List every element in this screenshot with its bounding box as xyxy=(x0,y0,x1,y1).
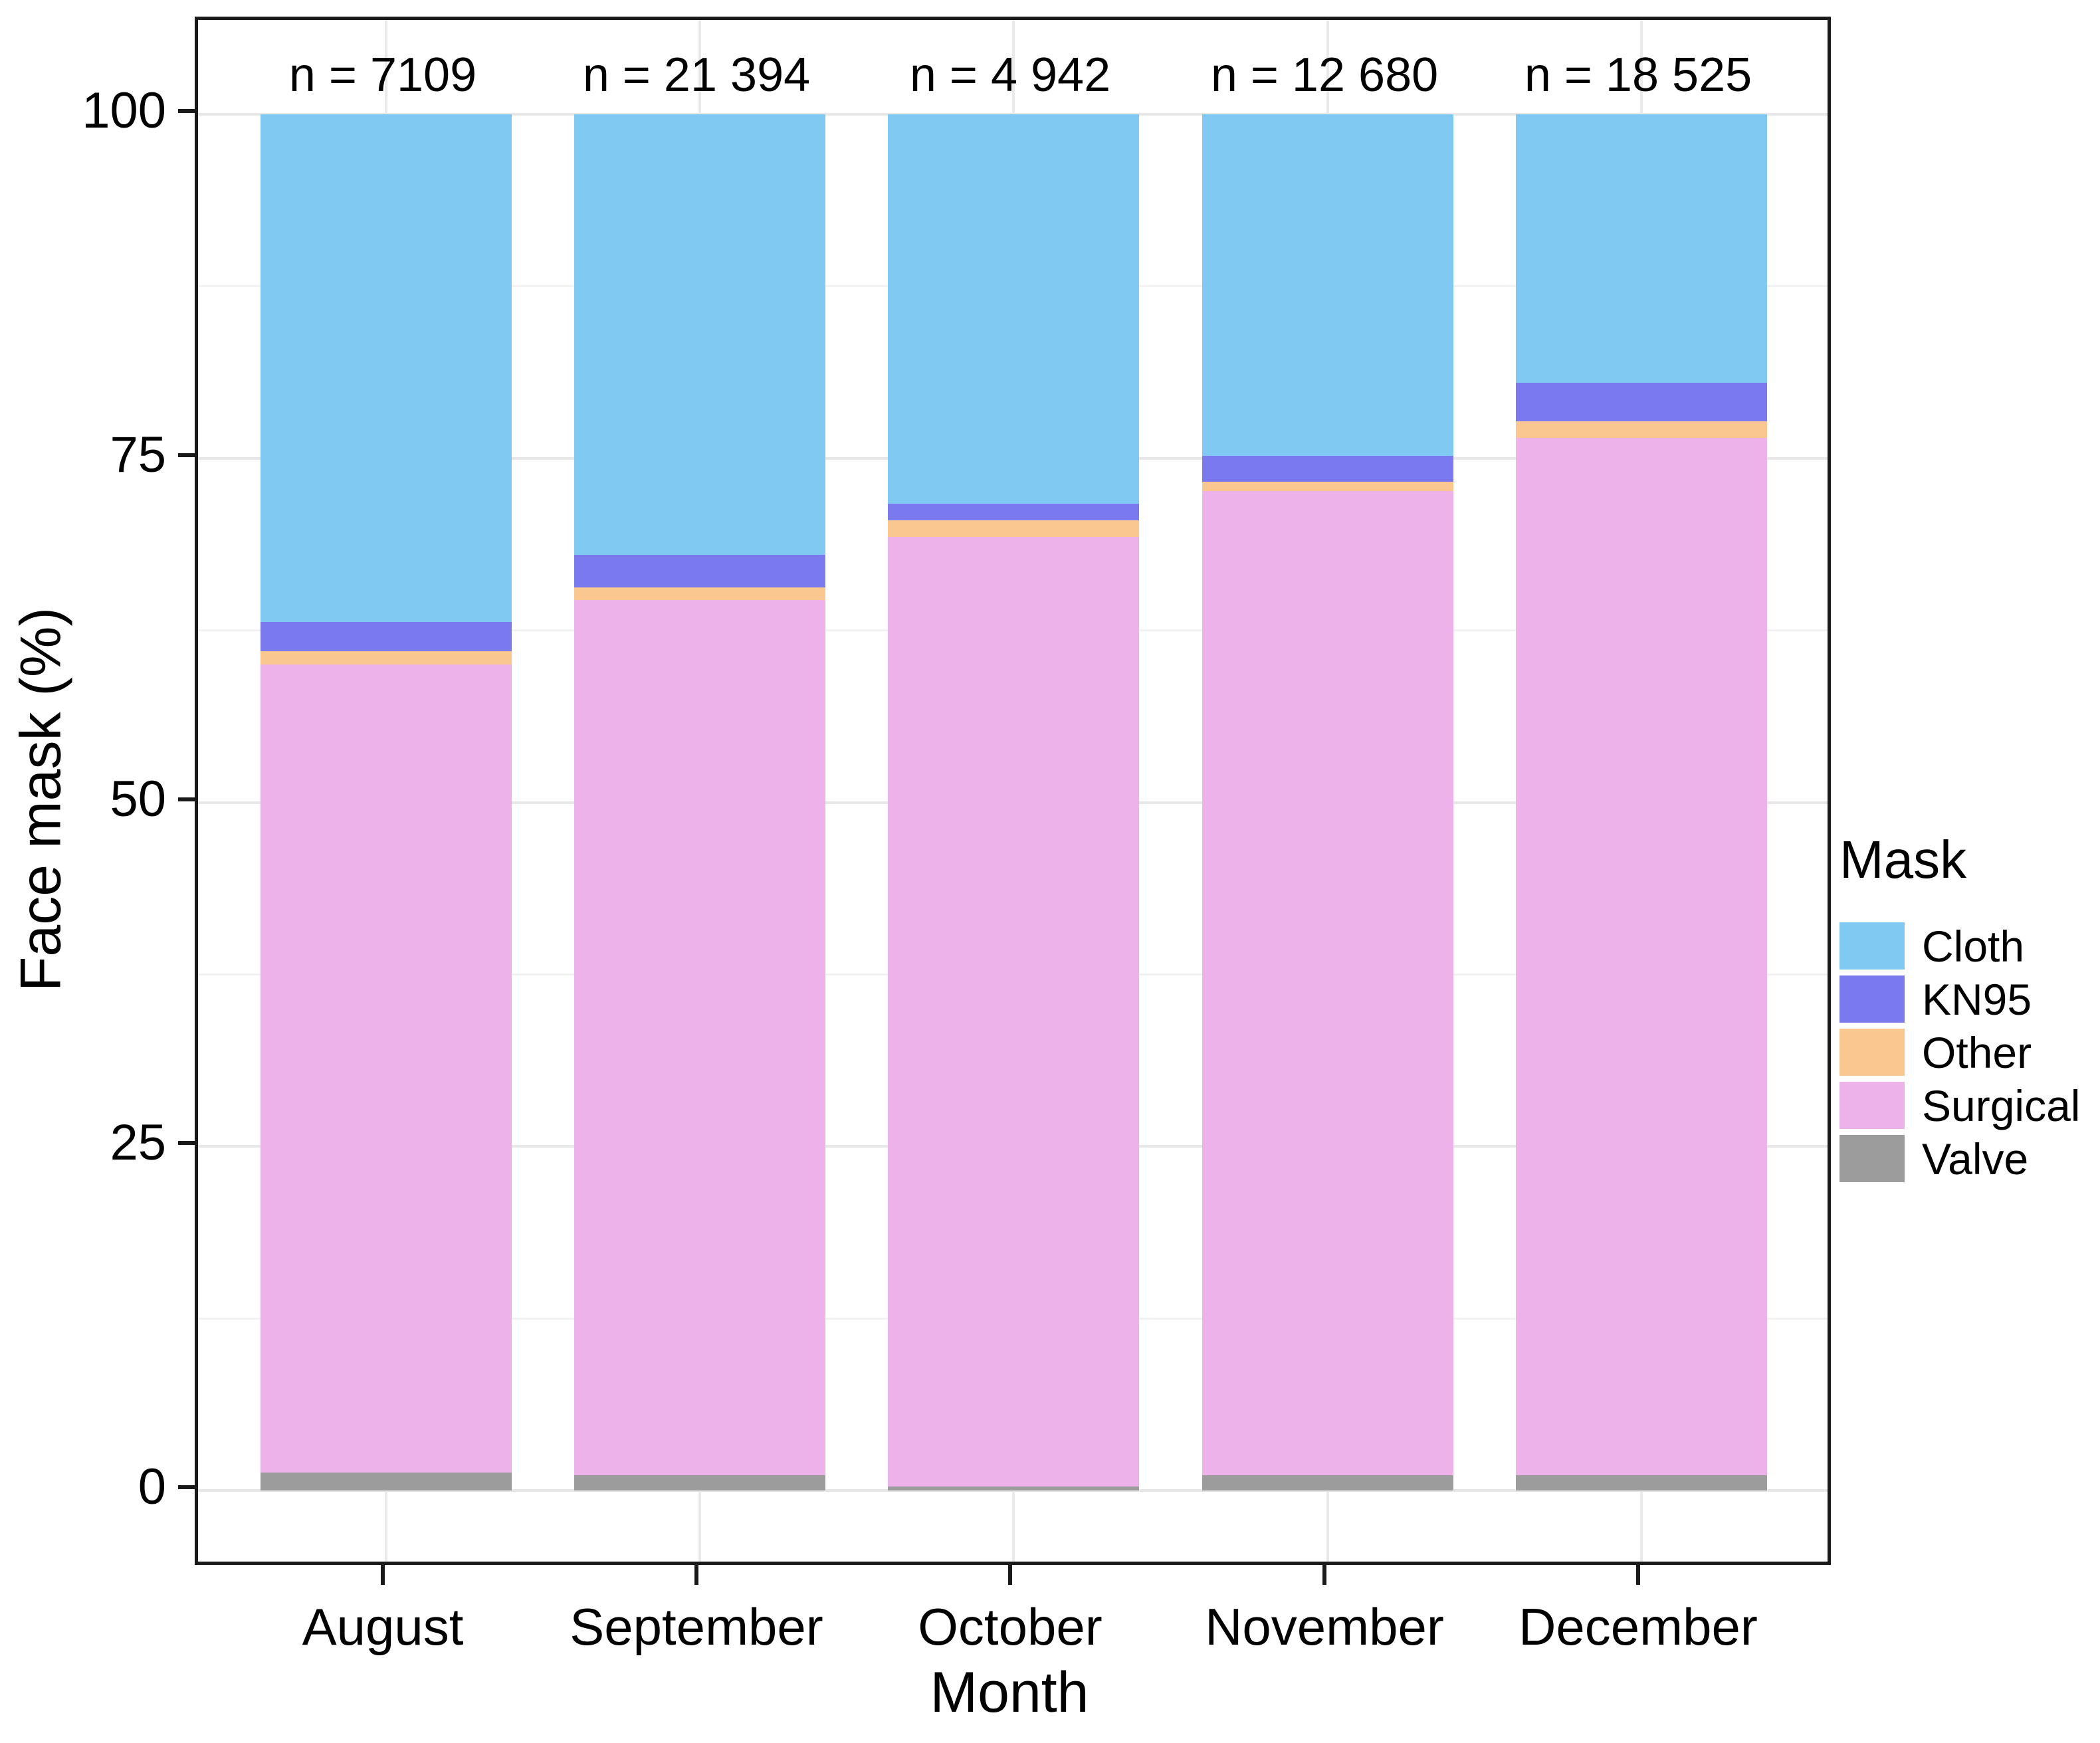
bar-segment-other xyxy=(1516,421,1767,438)
bar-segment-valve xyxy=(888,1486,1139,1490)
x-tick-mark-november xyxy=(1322,1565,1326,1585)
bar-segment-kn95 xyxy=(888,504,1139,520)
bar-segment-cloth xyxy=(888,114,1139,504)
legend-label-cloth: Cloth xyxy=(1922,921,2025,971)
bar-count-label-december: n = 18 525 xyxy=(1524,49,1752,102)
y-tick-mark-0 xyxy=(178,1485,195,1489)
bar-segment-surgical xyxy=(261,665,512,1473)
legend-item-valve: Valve xyxy=(1839,1134,2080,1183)
plot-panel xyxy=(195,17,1831,1565)
bar-segment-other xyxy=(261,651,512,665)
x-tick-label-november: November xyxy=(1205,1597,1444,1656)
bar-segment-cloth xyxy=(1202,114,1453,456)
x-tick-label-october: October xyxy=(918,1597,1102,1656)
x-axis-title: Month xyxy=(930,1661,1089,1724)
y-tick-mark-75 xyxy=(178,453,195,457)
legend-key-cloth xyxy=(1839,922,1905,970)
bar-segment-surgical xyxy=(574,600,825,1476)
bar-segment-valve xyxy=(261,1473,512,1490)
legend-key-surgical xyxy=(1839,1082,1905,1129)
y-tick-mark-25 xyxy=(178,1141,195,1146)
x-tick-mark-december xyxy=(1636,1565,1640,1585)
bar-september xyxy=(574,114,825,1490)
bar-segment-other xyxy=(574,587,825,601)
bar-count-label-august: n = 7109 xyxy=(288,49,477,102)
x-tick-mark-september xyxy=(694,1565,698,1585)
legend-items: Cloth KN95 Other Surgical Valve xyxy=(1839,921,2081,1183)
x-tick-mark-august xyxy=(381,1565,385,1585)
bar-november xyxy=(1202,114,1453,1490)
bar-count-label-october: n = 4 942 xyxy=(909,49,1111,102)
y-tick-label-50: 50 xyxy=(110,770,166,827)
bar-segment-kn95 xyxy=(574,554,825,588)
y-tick-mark-50 xyxy=(178,797,195,801)
bar-segment-valve xyxy=(574,1475,825,1490)
bar-count-label-november: n = 12 680 xyxy=(1210,49,1439,102)
legend-label-kn95: KN95 xyxy=(1922,974,2032,1024)
bar-segment-cloth xyxy=(574,114,825,555)
x-tick-label-september: September xyxy=(570,1597,823,1656)
legend-item-other: Other xyxy=(1839,1027,2080,1077)
x-tick-label-december: December xyxy=(1519,1597,1758,1656)
bar-segment-surgical xyxy=(1202,491,1453,1476)
bar-segment-valve xyxy=(1516,1475,1767,1490)
legend-item-cloth: Cloth xyxy=(1839,921,2080,971)
bar-august xyxy=(261,114,512,1490)
legend-key-other xyxy=(1839,1029,1905,1076)
legend-item-kn95: KN95 xyxy=(1839,974,2080,1024)
legend-key-valve xyxy=(1839,1135,1905,1182)
x-tick-label-august: August xyxy=(302,1597,464,1656)
bar-segment-valve xyxy=(1202,1475,1453,1490)
bar-segment-other xyxy=(888,520,1139,537)
legend-item-surgical: Surgical xyxy=(1839,1080,2081,1130)
bar-december xyxy=(1516,114,1767,1490)
bar-segment-kn95 xyxy=(1202,455,1453,482)
x-tick-mark-october xyxy=(1008,1565,1012,1585)
bar-segment-kn95 xyxy=(1516,382,1767,421)
legend: Mask Cloth KN95 Other Surgical Valve xyxy=(1839,829,2080,1188)
bar-segment-surgical xyxy=(1516,437,1767,1476)
bar-segment-other xyxy=(1202,481,1453,492)
legend-label-other: Other xyxy=(1922,1027,2032,1077)
bar-count-label-september: n = 21 394 xyxy=(582,49,811,102)
y-tick-label-75: 75 xyxy=(110,426,166,483)
y-tick-label-0: 0 xyxy=(138,1459,166,1515)
legend-label-surgical: Surgical xyxy=(1922,1080,2081,1130)
legend-title: Mask xyxy=(1839,830,1967,889)
y-tick-label-100: 100 xyxy=(82,82,166,139)
y-tick-label-25: 25 xyxy=(110,1114,166,1172)
legend-key-kn95 xyxy=(1839,975,1905,1023)
bar-segment-kn95 xyxy=(261,622,512,651)
bar-segment-cloth xyxy=(1516,114,1767,383)
y-tick-mark-100 xyxy=(178,109,195,113)
bar-segment-cloth xyxy=(261,114,512,623)
bar-segment-surgical xyxy=(888,536,1139,1487)
legend-label-valve: Valve xyxy=(1922,1134,2029,1183)
bar-october xyxy=(888,114,1139,1490)
